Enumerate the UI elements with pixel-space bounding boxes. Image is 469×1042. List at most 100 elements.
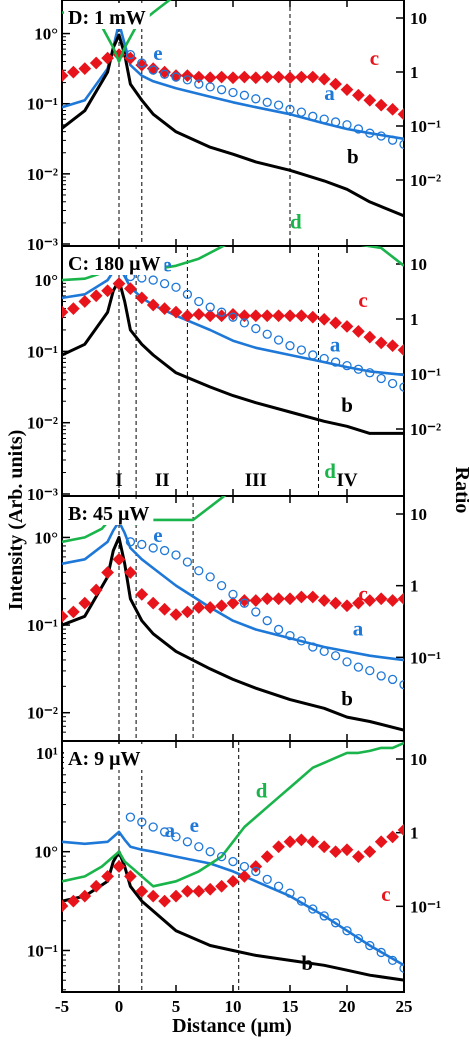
right-tick-label: 10	[410, 255, 427, 274]
series-c-point	[260, 70, 274, 84]
series-e-point	[376, 373, 386, 384]
series-e-point	[399, 382, 404, 392]
series-a-label: a	[165, 818, 176, 842]
series-e-point	[262, 97, 272, 107]
panel-D: 10° 10⁻¹ 10⁻² 10⁻³ 10 1 10⁻¹ 10⁻² a b c d e D: 1 mW	[27, 0, 441, 254]
series-c-point	[78, 295, 92, 308]
series-c-point	[363, 330, 377, 344]
panel-B: 10° 10⁻¹ 10⁻² 10 1 10⁻¹ a b c d eB: 45 μW	[27, 459, 441, 742]
right-tick-label: 1	[410, 310, 419, 329]
series-c-point	[238, 70, 251, 84]
right-axis-label: Ratio	[451, 467, 469, 514]
left-tick-label: 10°	[34, 528, 58, 547]
series-e-point	[353, 662, 364, 672]
series-c-point	[203, 309, 217, 323]
series-c-point	[295, 70, 308, 84]
right-tick-label: 1	[410, 577, 419, 596]
series-e-point	[399, 963, 404, 973]
series-e-point	[125, 49, 136, 60]
series-e-point	[285, 341, 295, 351]
series-e-point	[296, 896, 307, 906]
left-tick-label: 10⁻²	[27, 414, 58, 433]
series-c-point	[283, 835, 297, 849]
series-e-point	[296, 636, 307, 646]
series-e-point	[182, 557, 193, 567]
series-c-point	[272, 592, 285, 606]
panel-A: 10¹ 10° 10⁻¹ 10 1 10⁻¹ a b c d e A: 9 μW	[27, 740, 441, 993]
series-e-point	[365, 128, 375, 138]
series-e-point	[251, 94, 261, 104]
series-e-point	[308, 350, 318, 360]
series-e-point	[239, 90, 250, 100]
series-e-point	[205, 82, 215, 92]
series-e-point	[171, 550, 181, 560]
series-c-point	[62, 69, 69, 83]
series-c-point	[203, 71, 217, 85]
series-c-point	[192, 70, 206, 84]
series-e-point	[137, 539, 147, 550]
series-b-label: b	[341, 687, 353, 711]
series-e-point	[182, 837, 193, 847]
panel-title: B: 45 μW	[68, 503, 149, 525]
series-c-point	[272, 70, 285, 84]
series-c-point	[169, 608, 183, 621]
series-c-point	[283, 309, 297, 323]
series-c-point	[124, 870, 137, 883]
series-e-point	[205, 847, 215, 857]
series-c-label: c	[358, 288, 367, 312]
series-c-point	[306, 835, 320, 849]
series-c-point	[272, 309, 285, 323]
series-c-point	[226, 71, 240, 85]
series-e-point	[205, 572, 215, 582]
series-a-line	[62, 520, 404, 662]
series-c-point	[397, 107, 404, 121]
series-c-point	[397, 343, 404, 357]
series-e-point	[273, 881, 284, 891]
series-group	[62, 741, 404, 982]
series-e-point	[308, 111, 318, 121]
series-d-label: d	[256, 778, 268, 802]
x-tick-label: 15	[282, 997, 299, 1016]
series-b-line	[62, 278, 404, 435]
series-e-point	[262, 616, 272, 626]
series-c-label: c	[381, 882, 390, 906]
series-c-point	[306, 590, 320, 604]
series-c-point	[67, 302, 80, 315]
series-c-point	[374, 592, 388, 606]
series-e-point	[330, 117, 341, 127]
series-c-point	[363, 93, 377, 107]
x-axis: -5 0 5 10 15 20 25	[55, 997, 413, 1016]
series-c-point	[158, 65, 171, 79]
series-c-label: c	[370, 46, 379, 70]
series-c-point	[89, 583, 103, 597]
series-a-label: a	[330, 332, 341, 356]
series-e-point	[148, 543, 158, 553]
series-e-point	[251, 323, 261, 334]
right-tick-label: 10⁻¹	[410, 365, 441, 384]
series-e-point	[216, 580, 227, 591]
x-tick-label: -5	[55, 997, 69, 1016]
series-c-point	[169, 69, 183, 83]
series-c-point	[101, 566, 114, 579]
series-e-point	[194, 842, 204, 852]
series-c-point	[135, 58, 149, 72]
region-label: III	[245, 470, 267, 491]
series-e-point	[216, 307, 227, 317]
series-e-point	[194, 296, 204, 307]
series-c-point	[192, 307, 206, 321]
left-tick-label: 10⁻²	[27, 704, 58, 723]
series-e-point	[228, 856, 238, 867]
series-e-point	[273, 100, 284, 110]
region-label: II	[155, 470, 170, 491]
series-c-point	[238, 309, 251, 323]
series-a-label: a	[324, 81, 335, 105]
series-e-point	[353, 933, 364, 944]
series-e-point	[194, 79, 204, 89]
series-e-point	[137, 273, 147, 283]
series-e-label: e	[153, 41, 162, 65]
series-c-point	[181, 309, 194, 323]
series-e-point	[262, 329, 272, 339]
series-c-point	[101, 870, 114, 883]
